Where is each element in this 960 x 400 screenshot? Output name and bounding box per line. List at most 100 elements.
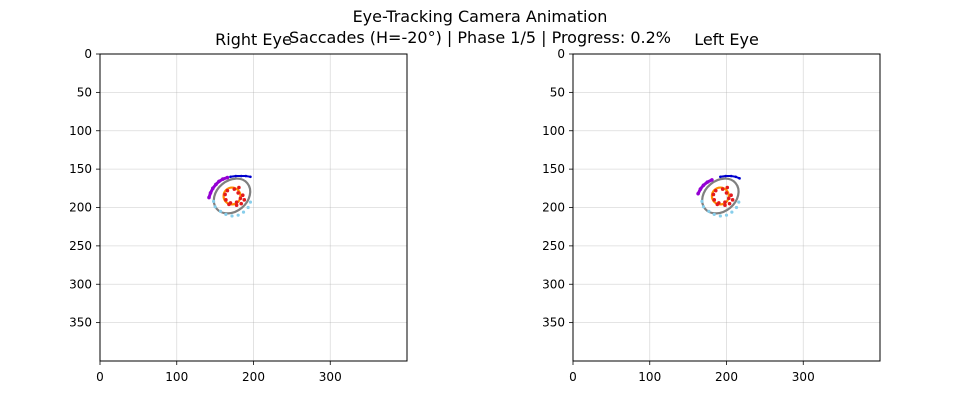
y-tick-label: 250: [542, 239, 565, 253]
y-tick-label: 300: [69, 277, 92, 291]
right-eye-lower-lid-point: [241, 210, 246, 214]
right-eye-pupil-point: [232, 187, 237, 191]
right-eye-iris-outline: [222, 186, 242, 206]
left-eye-pupil-point: [723, 203, 727, 207]
left-eye-pupil-point: [725, 185, 730, 190]
left-eye-lower-lid-point: [701, 205, 706, 209]
left-eye-upper-lid-blue-point: [719, 175, 722, 179]
left-eye-pupil-point: [711, 192, 716, 197]
y-tick-label: 50: [550, 85, 565, 99]
y-tick-label: 0: [84, 47, 92, 61]
right-eye-pupil-point: [238, 196, 243, 201]
left-eye-pupil-point: [712, 198, 717, 202]
right-eye-panel: 0 100 200 300 0 50 100 150 200 250 300 350 Right Eye: [69, 30, 408, 384]
left-eye-lower-lid-point: [712, 212, 716, 217]
right-eye-upper-lid-blue-point: [239, 174, 243, 178]
left-eye-lower-lid-point: [730, 210, 734, 214]
x-tick-label: 100: [165, 370, 188, 384]
right-eye-pupil-point: [234, 203, 239, 207]
y-tick-label: 200: [542, 201, 565, 215]
y-tick-label: 300: [542, 277, 565, 291]
right-eye-sclera-outline: [212, 177, 252, 215]
left-eye-iris-outline: [710, 186, 730, 206]
y-tick-label: 0: [557, 47, 565, 61]
y-tick-label: 50: [77, 85, 92, 99]
right-eye-upper-lid-purple-point: [211, 186, 215, 191]
right-eye-lower-lid-point: [218, 209, 223, 213]
right-eye-lower-lid-point: [224, 212, 228, 217]
right-eye-upper-lid-blue-point: [249, 175, 252, 179]
right-eye-pupil-point: [223, 192, 227, 197]
left-eye-sclera-outline: [701, 177, 740, 215]
left-eye-upper-lid-purple-point: [701, 183, 706, 188]
left-eye-pupil-point: [727, 201, 732, 206]
y-tick-label: 100: [69, 124, 92, 138]
left-eye-lower-lid-point: [734, 205, 739, 210]
left-eye-lower-lid-point: [707, 209, 711, 213]
left-eye-title: Left Eye: [694, 30, 759, 49]
left-eye-upper-lid-purple-point: [698, 187, 703, 191]
left-eye-pupil-point: [729, 193, 733, 198]
left-eye-pupil-point: [724, 191, 729, 195]
left-eye-pupil-point: [720, 187, 725, 191]
y-tick-label: 150: [542, 162, 565, 176]
x-tick-label: 300: [792, 370, 815, 384]
right-eye-upper-lid-purple-point: [221, 177, 225, 181]
left-eye-pupil-point: [730, 198, 735, 202]
figure-title-line2: Saccades (H=-20°) | Phase 1/5 | Progress…: [289, 28, 671, 47]
left-eye-upper-lid-purple-point: [710, 178, 714, 182]
x-tick-label: 200: [715, 370, 738, 384]
right-eye-lower-lid-point: [213, 205, 217, 209]
right-eye-upper-lid-blue-point: [229, 175, 232, 179]
y-tick-label: 200: [69, 201, 92, 215]
right-eye-lower-lid-point: [230, 214, 234, 218]
right-eye-lower-lid-point: [246, 205, 250, 210]
right-eye-pupil-point: [240, 193, 245, 198]
x-tick-label: 0: [569, 370, 577, 384]
right-eye-upper-lid-blue-point: [244, 174, 248, 178]
y-tick-label: 250: [69, 239, 92, 253]
right-eye-title: Right Eye: [215, 30, 292, 49]
right-eye-pupil-point: [242, 198, 247, 202]
left-eye-pupil-point: [713, 188, 718, 193]
right-eye-upper-lid-purple-point: [207, 195, 211, 200]
left-eye-pupil-point: [723, 200, 727, 204]
right-eye-pupil-point: [239, 201, 244, 206]
left-eye-lower-lid-point: [737, 200, 741, 204]
x-tick-label: 200: [242, 370, 265, 384]
figure-title-line1: Eye-Tracking Camera Animation: [353, 7, 608, 26]
left-eye-upper-lid-blue-point: [738, 177, 741, 180]
left-eye-upper-lid-purple-point: [705, 180, 710, 184]
left-eye-upper-lid-blue-point: [724, 174, 728, 178]
y-tick-label: 150: [69, 162, 92, 176]
y-tick-label: 350: [69, 316, 92, 330]
left-eye-pupil-point: [715, 202, 720, 207]
right-eye-upper-lid-purple-point: [208, 191, 213, 195]
right-eye-pupil-point: [236, 191, 240, 195]
left-eye-lower-lid-point: [724, 213, 729, 217]
left-eye-upper-lid-purple-point: [696, 191, 700, 196]
y-tick-label: 350: [542, 316, 565, 330]
left-eye-lower-lid-point: [700, 199, 704, 203]
left-eye-upper-lid-blue-point: [729, 174, 733, 178]
right-eye-pupil-point: [225, 188, 230, 193]
left-eye-pupil-point: [727, 196, 731, 201]
y-tick-label: 100: [542, 124, 565, 138]
right-eye-upper-lid-purple-point: [225, 175, 230, 180]
right-eye-upper-lid-blue-point: [234, 174, 238, 178]
right-eye-pupil-point: [224, 198, 228, 202]
right-eye-pupil-point: [237, 185, 241, 190]
right-eye-lower-lid-point: [248, 200, 253, 204]
x-tick-label: 100: [638, 370, 661, 384]
right-eye-upper-lid-purple-point: [217, 179, 221, 184]
right-eye-lower-lid-point: [211, 199, 216, 203]
right-eye-pupil-point: [227, 202, 231, 207]
right-eye-lower-lid-point: [236, 213, 240, 217]
left-eye-upper-lid-blue-point: [734, 175, 738, 179]
left-eye-panel: 0 100 200 300 0 50 100 150 200 250 300 350 Left Eye: [542, 30, 881, 384]
right-eye-upper-lid-purple-point: [214, 182, 218, 187]
left-eye-lower-lid-point: [718, 214, 722, 218]
x-tick-label: 0: [96, 370, 104, 384]
right-eye-pupil-point: [234, 200, 239, 204]
